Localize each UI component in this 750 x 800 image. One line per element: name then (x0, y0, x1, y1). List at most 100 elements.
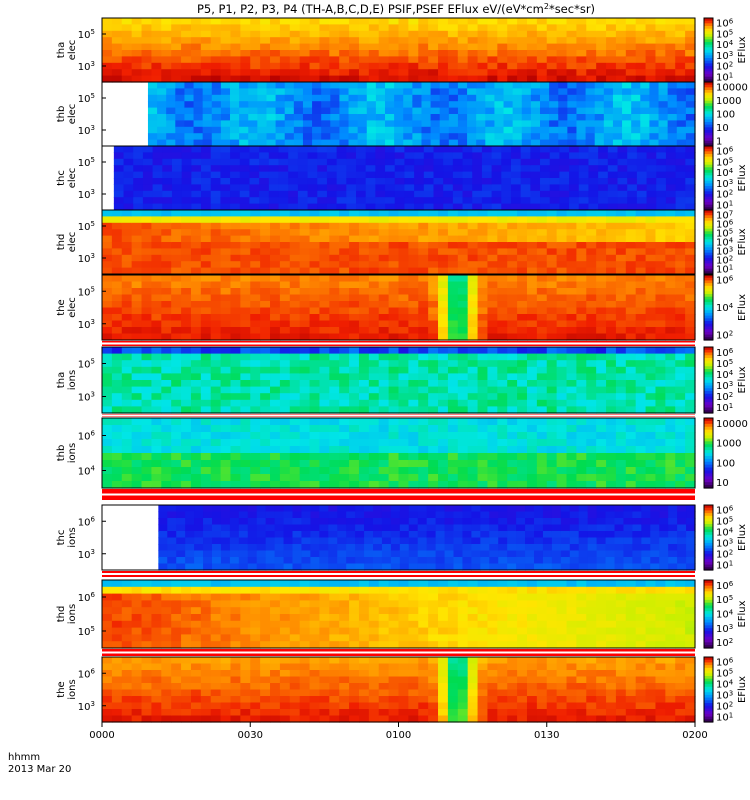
cell (606, 347, 617, 355)
cell (141, 439, 153, 447)
cell (358, 432, 370, 440)
colorbar-frame (703, 346, 714, 414)
cell (181, 229, 192, 237)
cell (283, 511, 294, 519)
cell (141, 366, 153, 374)
cell (588, 184, 599, 192)
cell (530, 165, 541, 173)
cell (200, 453, 212, 461)
cell (349, 453, 360, 461)
cell (586, 281, 597, 289)
cell (329, 333, 340, 341)
cell (418, 360, 429, 368)
cell (447, 307, 459, 315)
cell (102, 248, 113, 256)
cell (667, 107, 678, 115)
cell (480, 563, 490, 571)
cell (329, 439, 340, 447)
cell (645, 481, 657, 489)
cell (615, 393, 627, 401)
cell (404, 146, 415, 153)
cell (111, 446, 123, 454)
cell (131, 261, 143, 269)
cell (412, 88, 423, 96)
cell (655, 210, 666, 217)
cell (339, 439, 350, 447)
cell (394, 82, 404, 89)
cell (250, 439, 261, 447)
cell (685, 432, 696, 440)
cell (161, 267, 172, 275)
cell (576, 69, 587, 77)
cell (171, 327, 182, 335)
cell (346, 197, 357, 205)
cell (368, 30, 380, 38)
cell (329, 50, 340, 57)
cell (635, 24, 647, 32)
cell (569, 146, 580, 153)
cell (309, 43, 321, 51)
cell (676, 133, 687, 141)
cell (546, 327, 558, 335)
cell (615, 425, 627, 433)
cell (438, 453, 449, 461)
cell (330, 126, 341, 134)
cell (279, 288, 291, 296)
cell (240, 327, 251, 335)
cell (200, 235, 212, 243)
cell (507, 24, 518, 32)
cell (212, 524, 222, 532)
cell (309, 235, 321, 243)
cell (551, 518, 562, 526)
cell (665, 216, 676, 224)
cell (317, 203, 328, 211)
cell (190, 222, 202, 230)
cell (665, 178, 677, 185)
cell (220, 481, 232, 489)
cell (399, 511, 410, 519)
cell (220, 550, 231, 558)
cell (284, 82, 295, 89)
colorbar-band (704, 148, 713, 152)
cell (250, 275, 261, 283)
cell (279, 360, 291, 368)
cell (615, 24, 627, 32)
cell (321, 120, 331, 128)
cell (645, 210, 657, 217)
cell (655, 275, 666, 283)
cell (336, 146, 347, 153)
colorbar-band (704, 307, 713, 311)
cell (279, 248, 291, 256)
cell (439, 94, 450, 102)
cell (586, 261, 597, 269)
cell (388, 210, 400, 217)
cell (336, 158, 347, 166)
cell (588, 197, 599, 205)
cell (102, 307, 113, 315)
cell (378, 210, 390, 217)
cell (375, 126, 386, 134)
cell (471, 537, 481, 545)
cell (210, 229, 222, 237)
cell (536, 235, 548, 243)
cell (161, 254, 172, 262)
cell (248, 126, 258, 134)
cell (635, 406, 647, 414)
cell (645, 30, 657, 38)
cell (627, 203, 638, 211)
cell (299, 294, 311, 302)
cell (569, 184, 580, 192)
cell (649, 126, 660, 134)
cell (289, 406, 301, 414)
cell (607, 158, 619, 166)
cell (339, 307, 350, 315)
colorbar-band (704, 74, 713, 78)
cell (491, 171, 502, 179)
cell (625, 18, 637, 25)
cell (289, 69, 301, 77)
cell (299, 446, 311, 454)
cell (586, 307, 597, 315)
cell (447, 222, 459, 230)
cell (181, 24, 192, 32)
cell (491, 158, 502, 166)
